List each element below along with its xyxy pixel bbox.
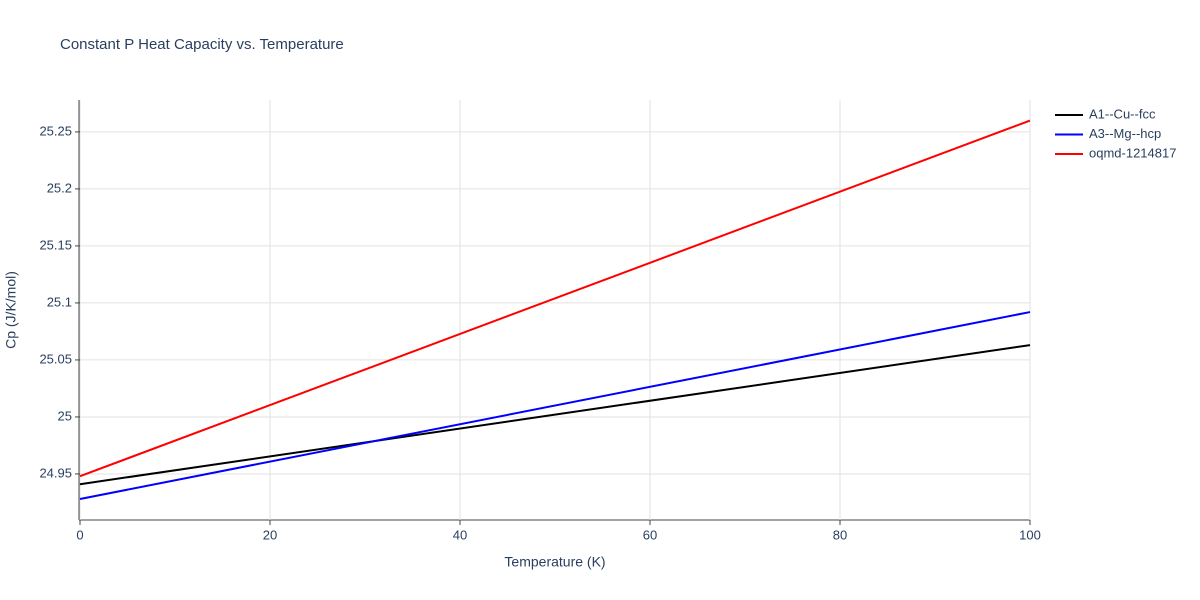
x-tick-label: 100 bbox=[1019, 527, 1041, 542]
y-tick-label: 25 bbox=[58, 408, 72, 423]
y-tick-label: 25.1 bbox=[47, 294, 72, 309]
legend-label: A3--Mg--hcp bbox=[1089, 126, 1161, 141]
x-tick-label: 60 bbox=[643, 527, 657, 542]
y-tick-label: 25.05 bbox=[39, 351, 72, 366]
y-tick-label: 25.15 bbox=[39, 237, 72, 252]
series-line bbox=[79, 119, 1031, 478]
x-tick-label: 80 bbox=[833, 527, 847, 542]
legend-label: oqmd-1214817 bbox=[1089, 145, 1176, 160]
series-line bbox=[79, 311, 1031, 501]
x-tick-label: 20 bbox=[263, 527, 277, 542]
legend-label: A1--Cu--fcc bbox=[1089, 106, 1156, 121]
y-tick-label: 25.2 bbox=[47, 180, 72, 195]
chart-title: Constant P Heat Capacity vs. Temperature bbox=[60, 36, 344, 53]
x-tick-label: 40 bbox=[453, 527, 467, 542]
y-tick-label: 25.25 bbox=[39, 123, 72, 138]
x-axis-label: Temperature (K) bbox=[504, 554, 605, 570]
y-tick-label: 24.95 bbox=[39, 465, 72, 480]
x-tick-label: 0 bbox=[76, 527, 83, 542]
series-line bbox=[79, 344, 1031, 486]
y-axis-label: Cp (J/K/mol) bbox=[3, 271, 19, 349]
